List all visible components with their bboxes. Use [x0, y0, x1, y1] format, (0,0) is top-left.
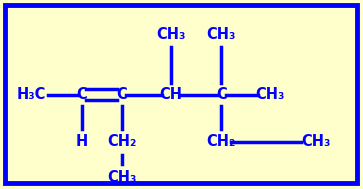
Text: CH₃: CH₃ [256, 87, 285, 102]
Text: CH₂: CH₂ [107, 134, 136, 149]
Text: H: H [76, 134, 88, 149]
Text: H₃C: H₃C [16, 87, 45, 102]
Text: CH: CH [159, 87, 182, 102]
Text: CH₃: CH₃ [107, 170, 136, 185]
Text: CH₃: CH₃ [207, 26, 236, 42]
Text: C: C [216, 87, 227, 102]
Text: C: C [116, 87, 127, 102]
Text: CH₂: CH₂ [207, 134, 236, 149]
Text: CH₃: CH₃ [156, 26, 185, 42]
Text: CH₃: CH₃ [301, 134, 330, 149]
Text: C: C [76, 87, 87, 102]
